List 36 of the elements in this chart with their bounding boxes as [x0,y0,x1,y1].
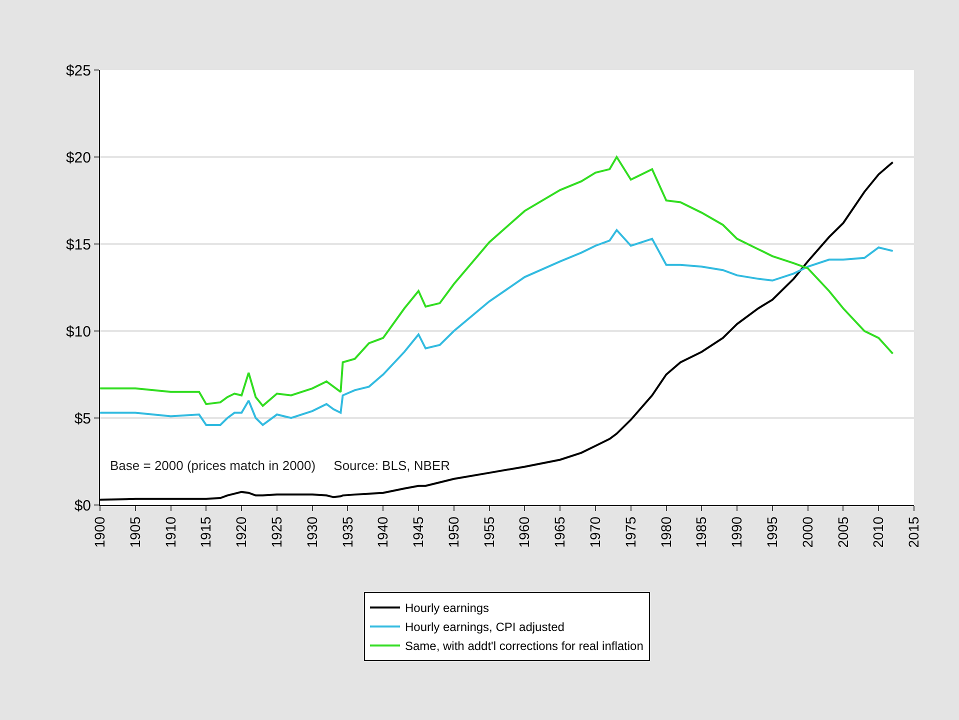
x-tick-label: 1920 [233,516,250,548]
legend-label: Hourly earnings [405,601,490,616]
x-tick-label: 1900 [92,516,108,548]
y-tick-label: $15 [66,236,91,254]
legend-label: Hourly earnings, CPI adjusted [405,620,564,634]
x-tick-label: 1930 [304,516,320,548]
x-tick-label: 1980 [658,516,674,548]
x-tick-label: 2015 [906,516,922,548]
y-tick-label: $0 [74,497,91,514]
x-tick-label: 1975 [622,516,638,548]
x-tick-label: 1935 [339,516,356,548]
x-tick-label: 1995 [764,516,780,548]
x-tick-label: 1955 [480,516,497,548]
x-tick-label: 1950 [445,516,462,548]
x-tick-label: 1985 [693,516,710,548]
x-tick-label: 1940 [374,516,391,548]
y-tick-label: $25 [66,62,91,80]
line-series [100,229,894,426]
legend-label: Same, with addt'l corrections for real inflation [405,639,644,654]
x-tick-label: 1910 [162,516,178,548]
y-tick-label: $10 [66,323,91,340]
x-tick-label: 1905 [126,516,143,548]
y-tick-label: $5 [74,410,91,428]
x-tick-label: 1990 [728,516,745,548]
x-tick-label: 1925 [268,516,285,548]
x-tick-label: 2010 [870,516,886,548]
x-tick-label: 1945 [410,516,426,548]
x-tick-label: 1960 [516,516,532,548]
annotation: Base = 2000 (prices match in 2000) Source: BLS, NBER [110,458,450,473]
x-tick-label: 2005 [834,516,851,548]
x-tick-label: 2000 [799,516,816,548]
x-tick-label: 1965 [552,516,568,548]
x-tick-label: 1970 [587,516,604,548]
line-series [100,156,894,407]
x-tick-label: 1915 [198,516,214,548]
y-tick-label: $20 [66,149,91,166]
